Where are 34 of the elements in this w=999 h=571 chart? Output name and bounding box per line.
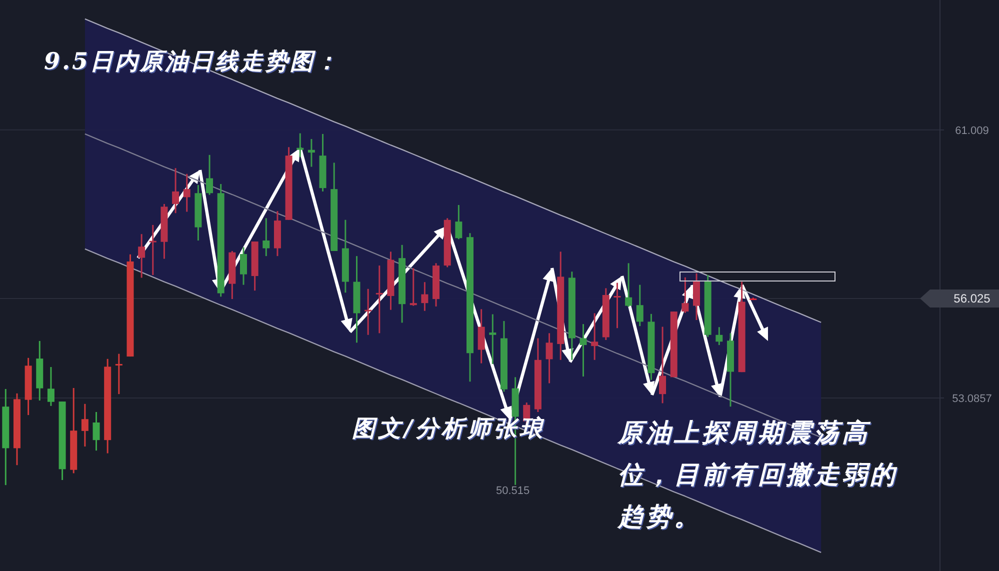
candlestick	[92, 411, 100, 452]
candlestick	[308, 138, 315, 168]
candlestick	[580, 323, 587, 378]
candlestick	[625, 262, 632, 308]
candlestick	[240, 246, 247, 286]
candlestick	[138, 233, 146, 278]
candlestick	[614, 282, 621, 329]
candlestick	[183, 173, 190, 213]
candlestick	[149, 224, 156, 276]
candlestick	[262, 217, 270, 257]
candlestick	[421, 281, 428, 312]
candlestick	[478, 308, 485, 364]
candlestick	[591, 312, 598, 361]
candlestick	[410, 268, 417, 307]
y-tick-label: 56.025	[954, 292, 991, 306]
y-tick-label: 61.009	[955, 124, 989, 137]
candlestick	[376, 264, 383, 334]
candlestick	[455, 204, 462, 240]
candlestick	[659, 326, 666, 404]
candlestick	[716, 326, 723, 346]
candlestick	[546, 332, 553, 384]
text: 9.5日内原油日线走势图：	[44, 47, 340, 77]
candlestick	[296, 132, 304, 158]
candlestick	[115, 353, 122, 395]
candlestick	[636, 284, 644, 327]
candlestick	[172, 167, 180, 214]
candlestick	[81, 403, 88, 448]
candlestick	[682, 276, 689, 314]
candlestick	[47, 366, 54, 407]
candlestick	[489, 314, 496, 365]
annotation: 50.515	[496, 484, 531, 498]
candlestick	[364, 288, 372, 336]
candlestick	[206, 154, 214, 196]
y-tick-label: 53.0857	[952, 392, 992, 405]
